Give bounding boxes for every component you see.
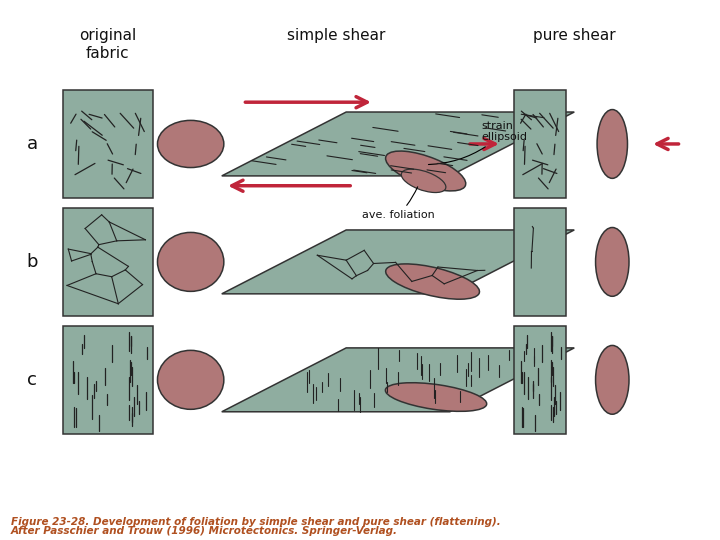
Bar [514, 326, 566, 434]
Ellipse shape [401, 169, 446, 193]
Ellipse shape [597, 110, 628, 178]
Text: original
fabric: original fabric [79, 29, 136, 61]
Bar [63, 90, 153, 198]
Bar [63, 326, 153, 434]
Ellipse shape [158, 232, 224, 292]
Text: a: a [27, 135, 38, 153]
Text: strain
ellipsoid: strain ellipsoid [428, 121, 527, 165]
Text: c: c [27, 371, 37, 389]
Ellipse shape [158, 120, 224, 167]
Polygon shape [222, 348, 575, 412]
Ellipse shape [385, 383, 487, 411]
Text: After Passchier and Trouw (1996) Microtectonics. Springer-Verlag.: After Passchier and Trouw (1996) Microte… [11, 525, 397, 536]
Text: ave. foliation: ave. foliation [361, 187, 434, 220]
Polygon shape [222, 230, 575, 294]
Text: b: b [27, 253, 38, 271]
Text: simple shear: simple shear [287, 29, 385, 44]
Ellipse shape [386, 151, 466, 191]
Text: Figure 23-28. Development of foliation by simple shear and pure shear (flattenin: Figure 23-28. Development of foliation b… [11, 517, 500, 527]
Bar [63, 208, 153, 316]
Ellipse shape [158, 350, 224, 409]
Text: pure shear: pure shear [533, 29, 616, 44]
Bar [514, 208, 566, 316]
Ellipse shape [595, 227, 629, 296]
Polygon shape [222, 112, 575, 176]
Ellipse shape [595, 346, 629, 414]
Bar [514, 90, 566, 198]
Ellipse shape [386, 264, 480, 299]
